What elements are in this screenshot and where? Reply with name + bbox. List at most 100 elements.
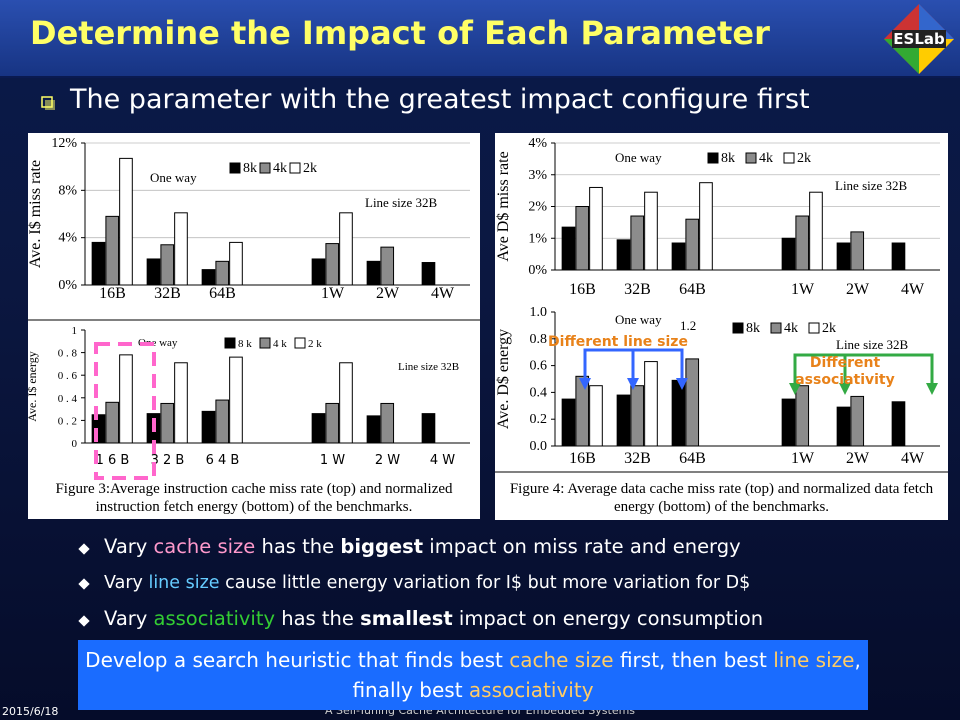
text-segment: line size [773, 648, 855, 672]
text-segment: associativity [153, 607, 276, 630]
text-segment: has the [275, 607, 361, 630]
bar [891, 242, 906, 271]
text-segment: cache size [153, 535, 256, 558]
bar [850, 395, 865, 447]
bar [119, 157, 133, 286]
bar [589, 385, 603, 447]
legend-swatch [229, 162, 241, 174]
x-tick-label: 1W [791, 281, 815, 298]
y-tick-label: 0 . 2 [58, 415, 77, 427]
bar [311, 413, 326, 444]
text-segment: cache size [509, 648, 614, 672]
text-segment: cause little energy variation for I$ but… [219, 573, 751, 593]
x-tick-label: 1W [321, 285, 345, 302]
x-tick-label: 2W [846, 281, 870, 298]
y-axis-title: Ave. D$ energy [495, 329, 512, 429]
arrow-head [627, 378, 639, 390]
callout: Different line size [548, 334, 688, 350]
bar [795, 385, 810, 447]
x-tick-label: 16B [569, 450, 596, 467]
arrow-heads [579, 378, 688, 390]
y-tick-label: 0% [528, 263, 547, 278]
bar [421, 413, 436, 444]
y-tick-label: 0.6 [530, 359, 548, 374]
y-tick-label: 4% [58, 231, 77, 246]
date: 2015/6/18 [2, 705, 59, 718]
y-tick-label: 3% [528, 168, 547, 183]
annotation: Line size 32B [835, 178, 908, 193]
legend-swatch [745, 152, 757, 164]
text-segment: associativity [468, 678, 594, 702]
y-tick-label: 12% [51, 136, 77, 151]
y-tick-label: 0.8 [530, 332, 548, 347]
figure-panel [28, 133, 480, 519]
text-segment: Vary [104, 573, 149, 593]
annotation: Line size 32B [398, 361, 459, 373]
annotation: One way [150, 170, 197, 185]
bar [339, 212, 353, 286]
arrow-head [579, 378, 591, 390]
y-axis-title: Ave. I$ miss rate [27, 160, 44, 268]
legend-label: 2k [797, 151, 811, 166]
y-tick-label: 0.4 [530, 385, 548, 400]
legend-label: 4k [784, 321, 798, 336]
bar [229, 241, 243, 286]
bar [575, 375, 590, 447]
legend-swatch [259, 337, 271, 349]
text-segment: Vary [104, 535, 154, 558]
bar [366, 415, 381, 444]
bar [781, 398, 796, 447]
legend-label: 2k [822, 321, 836, 336]
slide-title: Determine the Impact of Each Parameter [30, 14, 770, 52]
y-axis-title: Ave D$ miss rate [495, 151, 512, 261]
y-tick-label: 0 . 6 [58, 370, 78, 382]
y-tick-label: 0.2 [530, 412, 548, 427]
legend-swatch [294, 337, 306, 349]
bar [339, 362, 353, 444]
annotation: 1.2 [680, 318, 696, 333]
legend-swatch [289, 162, 301, 174]
bar [891, 401, 906, 447]
bar [589, 186, 603, 271]
main-bullet: The parameter with the greatest impact c… [70, 84, 810, 115]
bar [616, 394, 631, 447]
text-segment: line size [148, 573, 220, 593]
text-segment: first, then best [613, 648, 774, 672]
y-axis-title: Ave. I$ energy [25, 351, 39, 422]
legend-label: 8k [243, 161, 257, 176]
highlight-box [94, 342, 156, 480]
x-tick-label: 2W [376, 285, 400, 302]
legend-swatch [707, 152, 719, 164]
bar [616, 239, 631, 271]
bar [174, 212, 188, 286]
bar [160, 244, 175, 286]
bar [630, 385, 645, 447]
x-tick-label: 16B [99, 285, 126, 302]
bar [836, 406, 851, 447]
text-segment: impact on miss rate and energy [423, 535, 741, 558]
legend-swatch [783, 152, 795, 164]
x-tick-label: 4W [901, 450, 925, 467]
y-tick-label: 1% [528, 231, 547, 246]
arrow-head [676, 378, 688, 390]
bar [201, 410, 216, 444]
x-tick-label: 6 4 B [206, 453, 240, 468]
x-tick-label: 1W [791, 450, 815, 467]
x-tick-label: 64B [679, 450, 706, 467]
bar [229, 356, 243, 444]
y-tick-label: 2% [528, 200, 547, 215]
bullet-shadow [45, 100, 55, 110]
y-tick-label: 8% [58, 183, 77, 198]
text-segment: biggest [340, 535, 424, 558]
annotation: One way [615, 312, 662, 327]
bar [325, 243, 340, 286]
bar [380, 402, 395, 444]
legend-swatch [224, 337, 236, 349]
x-tick-label: 1 W [320, 453, 345, 468]
text-segment: smallest [360, 607, 453, 630]
legend-label: 2 k [308, 338, 322, 350]
x-tick-label: 2 W [375, 453, 400, 468]
text-segment: Vary [104, 607, 154, 630]
bar [685, 218, 700, 271]
